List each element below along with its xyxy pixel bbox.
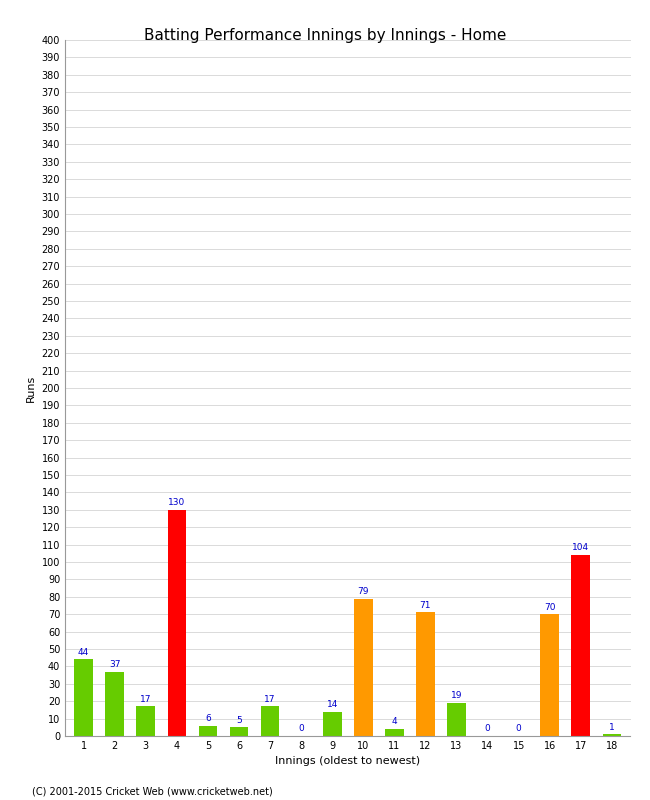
Text: 71: 71 xyxy=(420,601,431,610)
Text: Batting Performance Innings by Innings - Home: Batting Performance Innings by Innings -… xyxy=(144,28,506,43)
Text: 0: 0 xyxy=(515,724,521,734)
Text: 0: 0 xyxy=(485,724,491,734)
Text: 1: 1 xyxy=(609,722,615,732)
Bar xyxy=(603,734,621,736)
Text: 19: 19 xyxy=(450,691,462,700)
Text: 44: 44 xyxy=(78,648,89,657)
Bar xyxy=(199,726,217,736)
Bar xyxy=(168,510,186,736)
Text: 37: 37 xyxy=(109,660,120,669)
Bar xyxy=(105,672,124,736)
Y-axis label: Runs: Runs xyxy=(26,374,36,402)
Bar xyxy=(571,555,590,736)
Text: 17: 17 xyxy=(140,695,151,704)
Bar xyxy=(136,706,155,736)
Bar xyxy=(323,712,341,736)
Text: 130: 130 xyxy=(168,498,185,507)
Text: 5: 5 xyxy=(236,716,242,725)
Bar xyxy=(74,659,93,736)
Text: 104: 104 xyxy=(572,543,590,553)
Bar xyxy=(416,613,435,736)
Text: 0: 0 xyxy=(298,724,304,734)
Bar xyxy=(540,614,559,736)
Bar xyxy=(354,598,372,736)
Text: 79: 79 xyxy=(358,587,369,596)
Text: (C) 2001-2015 Cricket Web (www.cricketweb.net): (C) 2001-2015 Cricket Web (www.cricketwe… xyxy=(32,786,273,796)
Text: 4: 4 xyxy=(391,718,397,726)
Text: 17: 17 xyxy=(265,695,276,704)
Text: 70: 70 xyxy=(544,602,556,611)
Text: 14: 14 xyxy=(326,700,338,709)
Bar xyxy=(385,729,404,736)
X-axis label: Innings (oldest to newest): Innings (oldest to newest) xyxy=(275,757,421,766)
Bar xyxy=(261,706,280,736)
Bar xyxy=(229,727,248,736)
Bar xyxy=(447,703,466,736)
Text: 6: 6 xyxy=(205,714,211,723)
